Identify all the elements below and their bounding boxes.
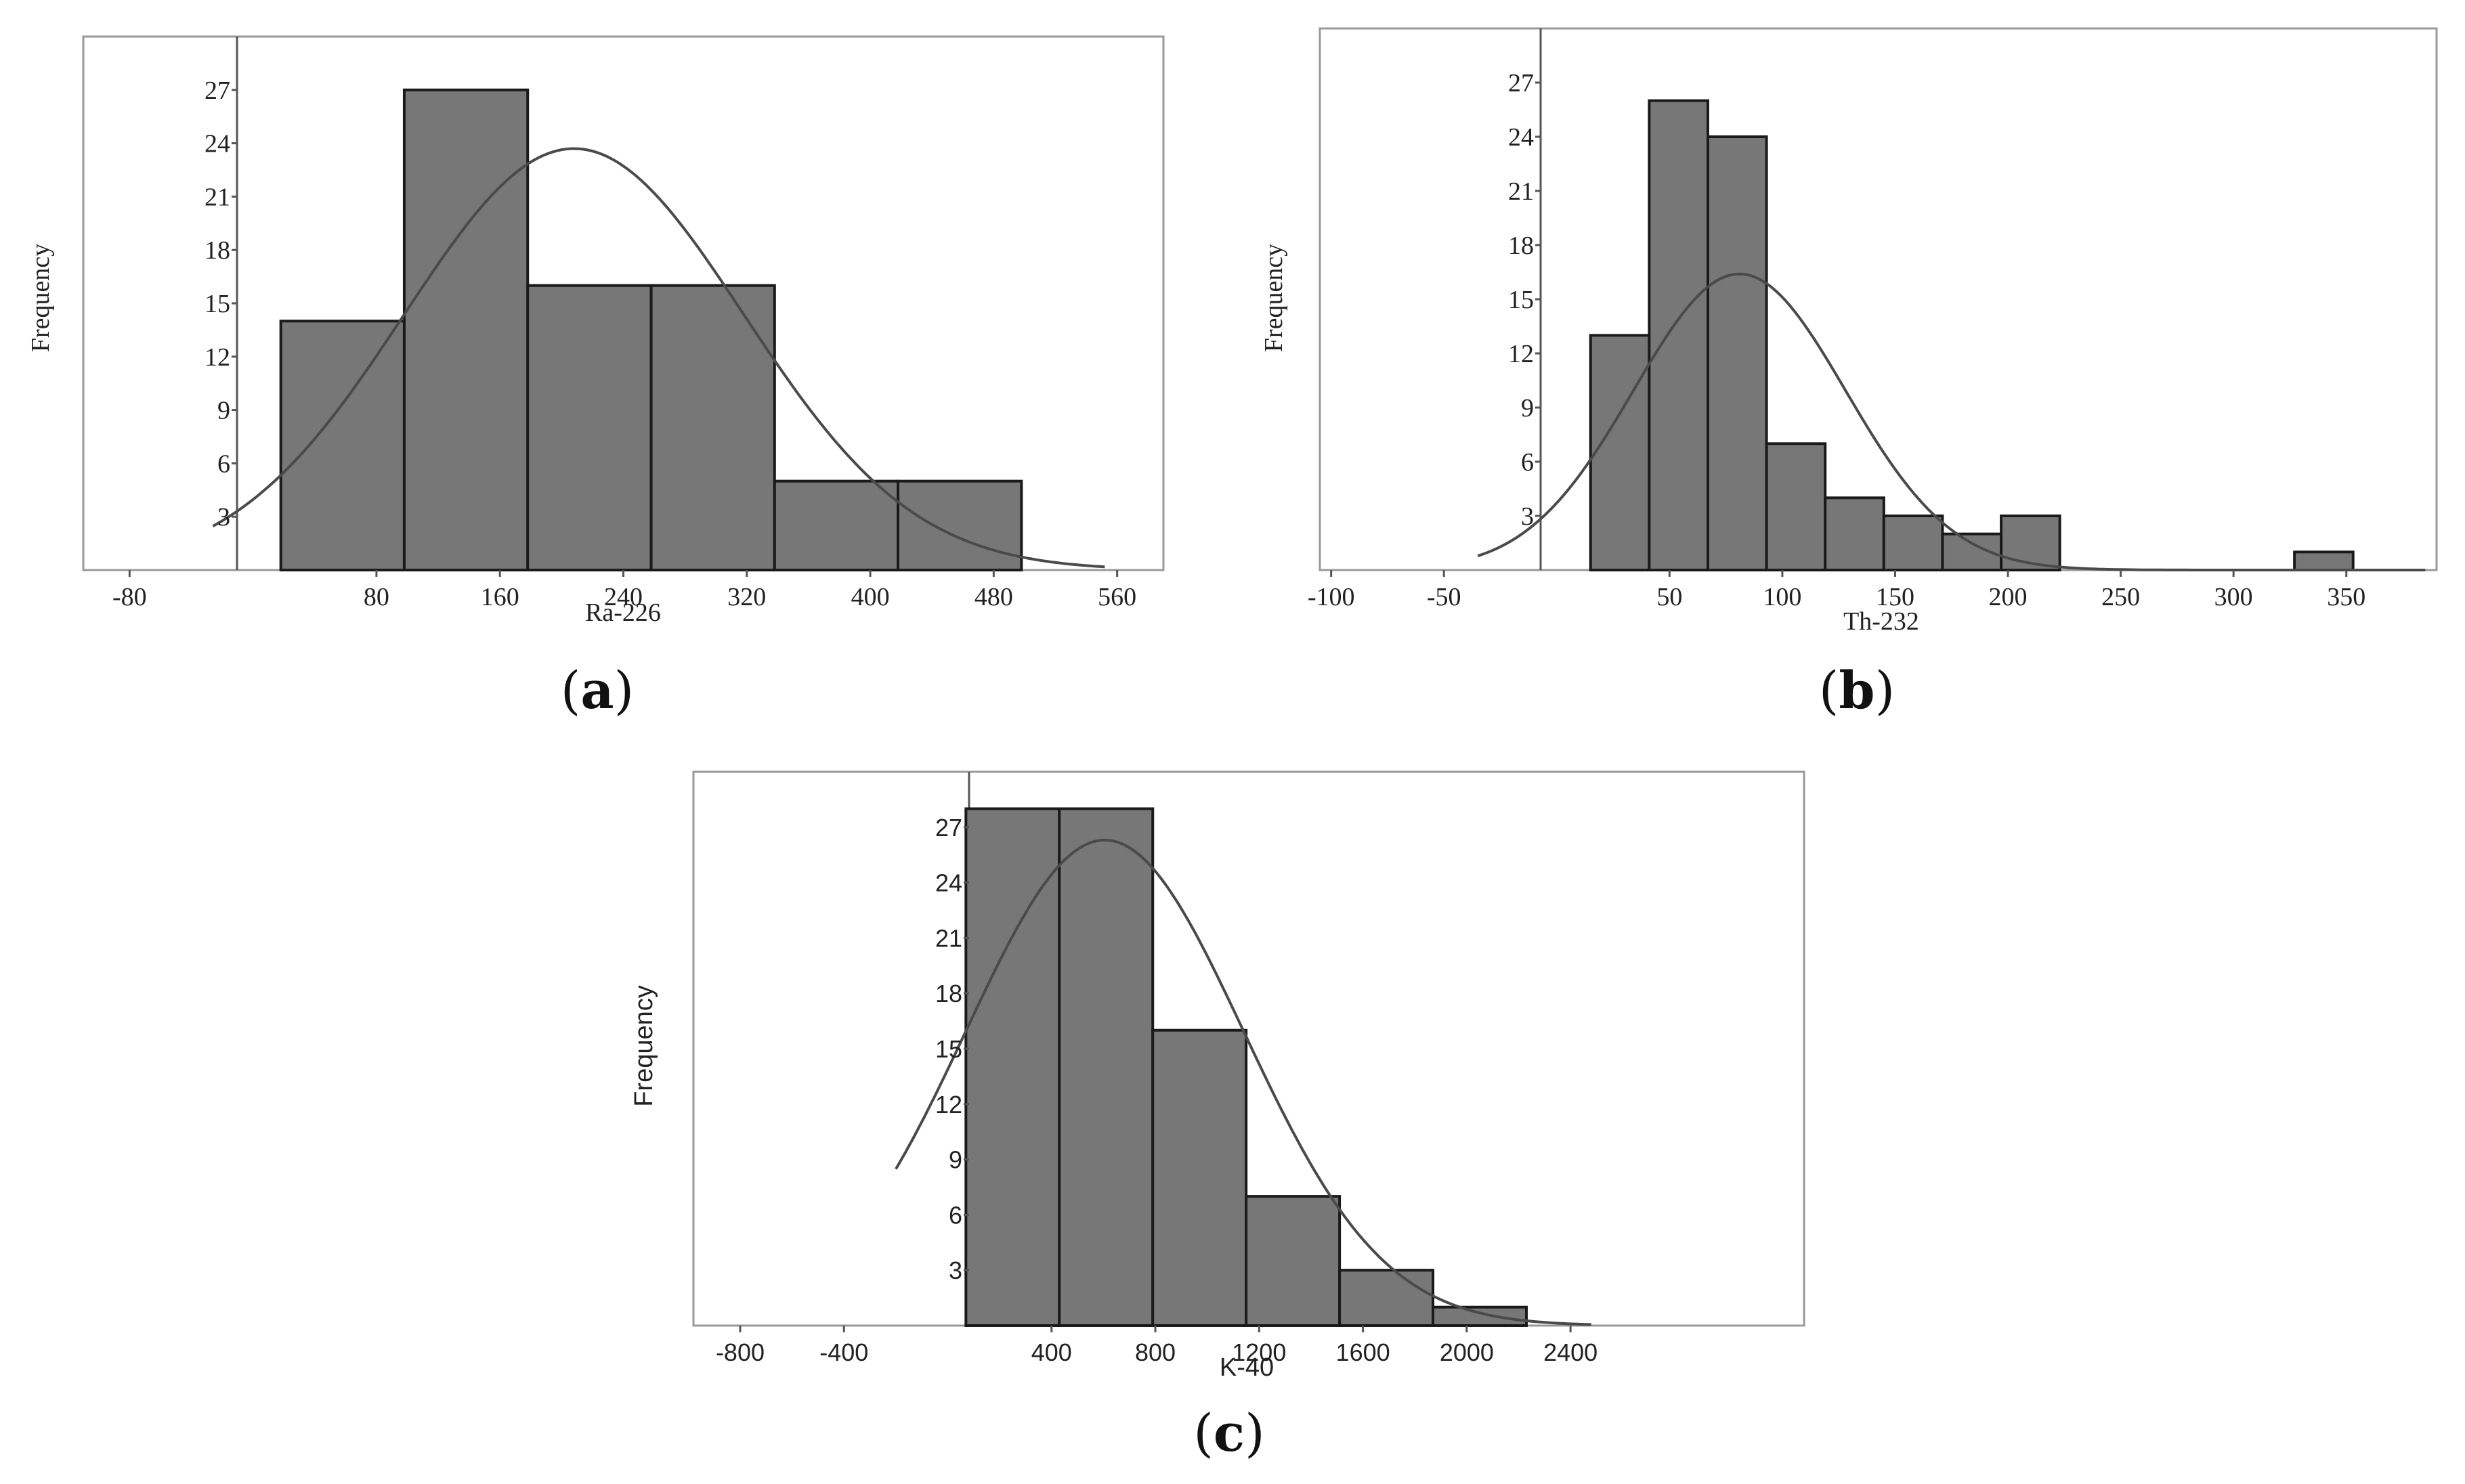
normal-fit-curve bbox=[1477, 272, 2426, 571]
x-tick-label: 350 bbox=[2327, 583, 2365, 611]
x-tick-label: -400 bbox=[819, 1338, 868, 1366]
histogram-bar-6 bbox=[897, 479, 1023, 572]
y-tick-label: 15 bbox=[205, 290, 230, 318]
x-tick-label: 560 bbox=[1098, 583, 1136, 611]
x-tick-label: 320 bbox=[727, 583, 766, 611]
histogram-bar-6 bbox=[1882, 515, 1944, 571]
x-axis-label: K-40 bbox=[1220, 1353, 1274, 1382]
y-tick-label: 21 bbox=[205, 183, 230, 211]
y-tick-label: 3 bbox=[217, 503, 230, 531]
histogram-bar-4 bbox=[649, 284, 776, 571]
x-tick-label: 2000 bbox=[1440, 1338, 1494, 1366]
histogram-bar-6 bbox=[1432, 1305, 1528, 1327]
x-tick-label: 100 bbox=[1763, 583, 1801, 611]
y-tick-label: 6 bbox=[949, 1201, 962, 1229]
x-tick-label: 200 bbox=[1989, 583, 2028, 611]
y-tick-label: 15 bbox=[935, 1035, 962, 1063]
y-tick-label: 27 bbox=[205, 77, 230, 105]
x-tick-label: 480 bbox=[974, 583, 1013, 611]
x-tick-label: 1600 bbox=[1336, 1338, 1390, 1366]
normal-fit-curve bbox=[895, 838, 1591, 1326]
caption-a: (a) bbox=[560, 660, 635, 720]
x-tick-label: -50 bbox=[1427, 583, 1461, 611]
x-axis-label: Ra-226 bbox=[585, 598, 661, 627]
histogram-bar-3 bbox=[526, 284, 653, 571]
y-tick-label: 27 bbox=[1508, 69, 1534, 97]
histogram-bar-1 bbox=[1589, 334, 1651, 571]
y-tick-label: 12 bbox=[935, 1091, 962, 1118]
x-tick-label: -800 bbox=[716, 1338, 765, 1366]
x-tick-label: 240 bbox=[604, 583, 643, 611]
y-tick-label: 6 bbox=[1521, 448, 1534, 477]
y-tick-label: 27 bbox=[935, 814, 962, 842]
histogram-bar-8 bbox=[2000, 515, 2061, 571]
histogram-bar-3 bbox=[1151, 1028, 1248, 1327]
histogram-bar-2 bbox=[1648, 99, 1709, 571]
chart-panel-ra226: 3 6 9 12 15 18 21 24 27 -80 80 160 240 320 400 480 560 Ra… bbox=[0, 0, 1232, 745]
y-tick-label: 21 bbox=[1508, 177, 1534, 206]
caption-b: (b) bbox=[1818, 660, 1895, 720]
histogram-bar-4 bbox=[1765, 442, 1827, 571]
x-tick-label: 50 bbox=[1656, 583, 1682, 611]
x-tick-label: -100 bbox=[1308, 583, 1355, 611]
y-tick-label: 18 bbox=[205, 236, 230, 265]
y-tick-label: 9 bbox=[949, 1146, 962, 1174]
y-axis-label: Frequency bbox=[26, 244, 55, 352]
normal-fit-curve bbox=[212, 147, 1105, 569]
x-tick-label: 250 bbox=[2101, 583, 2140, 611]
y-tick-label: 6 bbox=[217, 450, 230, 478]
y-tick-label: 18 bbox=[1508, 232, 1534, 260]
y-tick-label: 12 bbox=[205, 343, 230, 372]
y-tick-label: 24 bbox=[205, 130, 230, 158]
histogram-bar-1 bbox=[964, 807, 1061, 1327]
x-tick-label: 300 bbox=[2214, 583, 2253, 611]
x-tick-label: 400 bbox=[1031, 1338, 1072, 1366]
histogram-bar-5 bbox=[1338, 1269, 1435, 1327]
histogram-bar-1 bbox=[279, 320, 406, 571]
y-tick-label: 9 bbox=[217, 397, 230, 425]
y-tick-label: 9 bbox=[1521, 394, 1534, 422]
x-tick-label: 80 bbox=[364, 583, 389, 611]
y-tick-label: 21 bbox=[935, 924, 962, 952]
y-axis-label: Frequency bbox=[630, 985, 658, 1107]
x-axis-label: Th-232 bbox=[1843, 607, 1919, 636]
histogram-ra226: 3 6 9 12 15 18 21 24 27 -80 80 160 240 320 400 480 560 Ra… bbox=[26, 35, 1165, 627]
caption-c: (c) bbox=[1193, 1403, 1265, 1463]
chart-panel-th232: 3 6 9 12 15 18 21 24 27 -100 -50 50 100 150 200 250 300 3… bbox=[1260, 27, 2438, 720]
x-tick-label: 160 bbox=[481, 583, 519, 611]
x-tick-label: -80 bbox=[112, 583, 147, 611]
x-tick-label: 800 bbox=[1135, 1338, 1176, 1366]
y-tick-label: 3 bbox=[1521, 502, 1534, 531]
histogram-bar-3 bbox=[1706, 135, 1768, 571]
y-tick-label: 15 bbox=[1508, 286, 1534, 314]
x-tick-label: 1200 bbox=[1232, 1338, 1286, 1366]
x-tick-label: 150 bbox=[1876, 583, 1914, 611]
y-tick-label: 18 bbox=[935, 980, 962, 1007]
x-tick-label: 2400 bbox=[1543, 1338, 1598, 1366]
y-tick-label: 12 bbox=[1508, 340, 1534, 368]
y-tick-label: 3 bbox=[949, 1257, 962, 1284]
y-axis-label: Frequency bbox=[1260, 244, 1288, 352]
histogram-bar-4 bbox=[1245, 1195, 1342, 1327]
y-tick-label: 24 bbox=[935, 869, 962, 897]
x-tick-label: 400 bbox=[851, 583, 890, 611]
histogram-th232: 3 6 9 12 15 18 21 24 27 -100 -50 50 100 150 200 250 300 3… bbox=[1260, 27, 2438, 636]
y-tick-label: 24 bbox=[1508, 123, 1534, 152]
histogram-bar-2 bbox=[1058, 807, 1155, 1327]
